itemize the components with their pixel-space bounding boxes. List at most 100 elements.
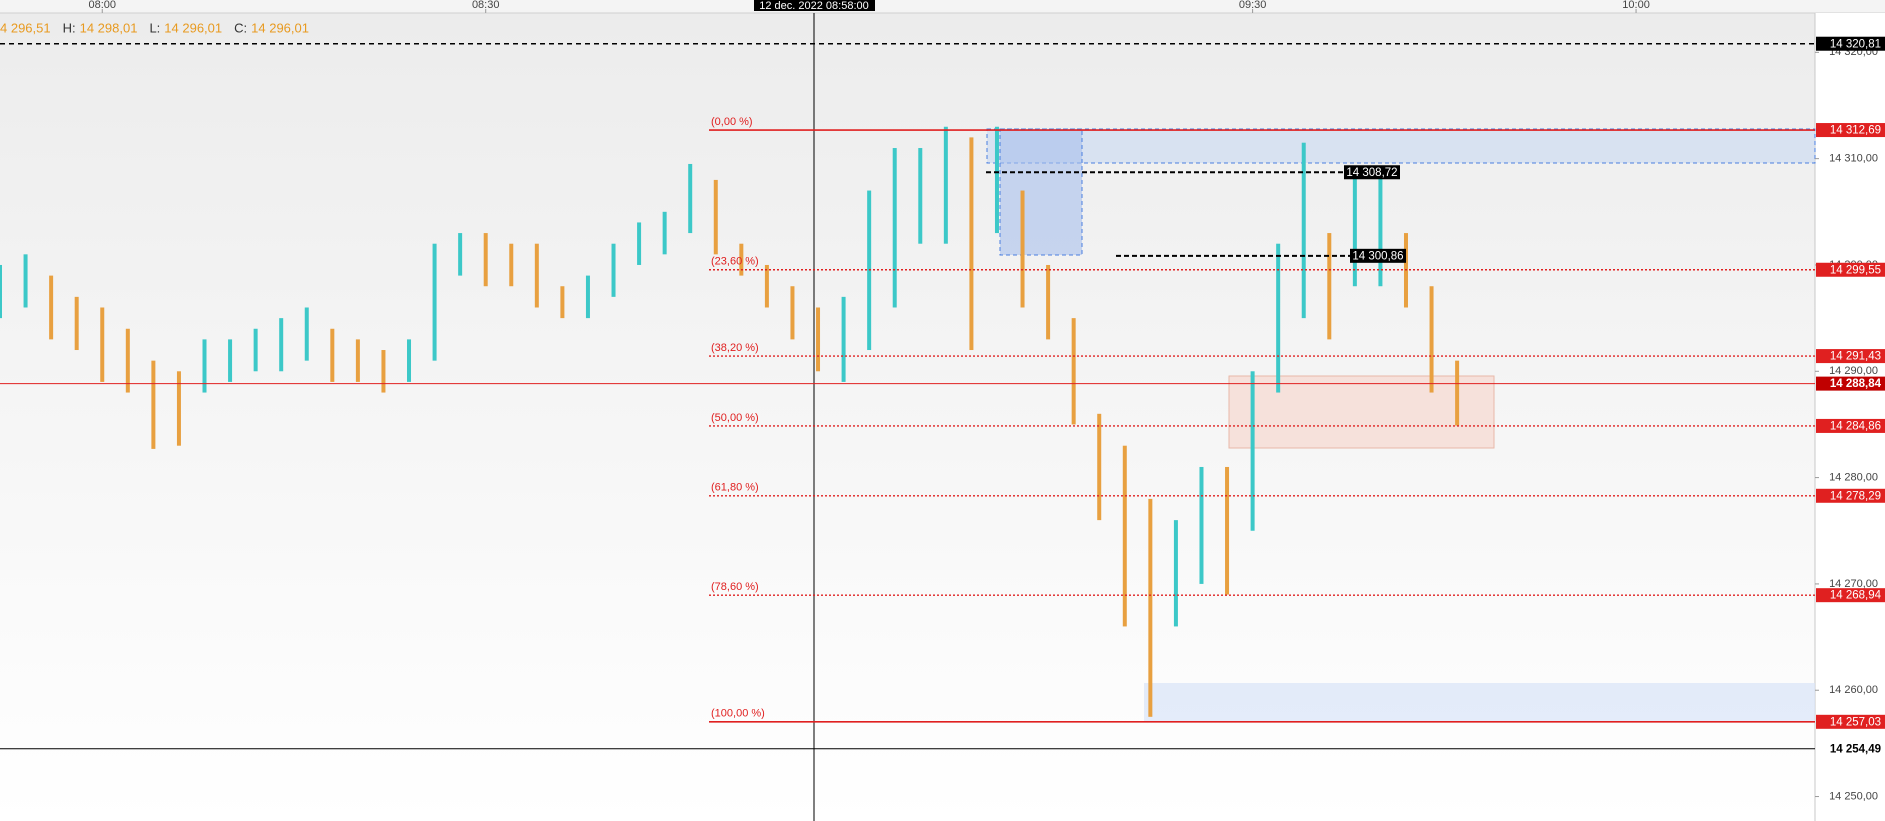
x-tick-label: 08:30 — [472, 0, 500, 11]
price-tag-label: 14 284,86 — [1830, 420, 1881, 432]
price-tag-label: 14 288,84 — [1830, 378, 1882, 390]
header-item: 14 298,01 — [80, 20, 138, 35]
fib-label: (0,00 %) — [711, 116, 753, 128]
price-bar — [1097, 413, 1102, 521]
price-bar — [585, 275, 590, 319]
price-bar — [1046, 264, 1051, 340]
demand-zone — [1228, 375, 1495, 449]
supply-zone — [986, 128, 1816, 164]
price-tag — [1816, 418, 1885, 433]
price-bar — [23, 254, 28, 308]
header-item: 4 296,51 — [0, 20, 51, 35]
price-bar — [1250, 371, 1255, 531]
price-bar — [611, 243, 616, 297]
price-bar — [918, 148, 923, 244]
price-tag — [1816, 376, 1885, 391]
price-tag — [1816, 714, 1885, 729]
price-bar — [1378, 169, 1383, 287]
price-bar — [1352, 169, 1357, 287]
price-tag-label: 14 291,43 — [1830, 351, 1881, 363]
price-bar — [74, 296, 79, 351]
price-tag-label: 14 268,94 — [1830, 590, 1882, 602]
price-bar — [304, 307, 309, 361]
price-tag-label: 14 299,55 — [1830, 264, 1881, 276]
price-bar — [458, 233, 463, 276]
marked-level-label: 14 308,72 — [1346, 167, 1397, 179]
price-bar — [943, 126, 948, 244]
price-bar — [355, 339, 360, 382]
price-bar — [1327, 233, 1332, 340]
marked-level-label: 14 300,86 — [1352, 250, 1403, 262]
price-tag — [1816, 741, 1885, 756]
price-bar — [1455, 360, 1460, 426]
fib-label: (50,00 %) — [711, 412, 759, 424]
price-tag-label: 14 278,29 — [1830, 490, 1881, 502]
price-tag — [1816, 349, 1885, 364]
fib-label: (23,60 %) — [711, 256, 759, 268]
x-tick-label: 09:30 — [1239, 0, 1267, 11]
crosshair-time-box — [754, 0, 875, 11]
crosshair-time: 12 dec. 2022 08:58:00 — [759, 0, 868, 12]
price-bar — [662, 211, 667, 255]
price-bar — [330, 328, 335, 382]
price-bar — [228, 339, 233, 382]
price-bar — [764, 264, 769, 308]
header-item: C: — [234, 20, 247, 35]
price-bar — [994, 126, 999, 234]
price-bar — [816, 307, 821, 372]
price-bar — [1429, 286, 1434, 393]
price-bar — [739, 243, 744, 276]
header-item: L: — [149, 20, 160, 35]
price-bar — [151, 360, 156, 449]
price-axis-panel — [1815, 13, 1885, 821]
price-bar — [534, 243, 539, 308]
price-bar — [0, 264, 2, 319]
time-axis-bar — [0, 0, 1885, 13]
price-bar — [1199, 466, 1204, 584]
price-tag — [1816, 262, 1885, 277]
price-bar — [1071, 318, 1076, 425]
price-bar — [841, 296, 846, 382]
price-bar — [176, 371, 181, 446]
y-tick-label: 14 310,00 — [1829, 153, 1878, 165]
price-bar — [432, 243, 437, 361]
fib-label: (78,60 %) — [711, 581, 759, 593]
low-zone — [1144, 683, 1815, 721]
marked-level-tag — [1344, 165, 1400, 180]
price-bar — [279, 318, 284, 372]
x-tick-label: 08:00 — [88, 0, 116, 11]
price-bar — [483, 233, 488, 287]
y-tick-label: 14 290,00 — [1829, 365, 1878, 377]
price-tag — [1816, 123, 1885, 138]
price-bar — [202, 339, 207, 393]
price-tag-label: 14 257,03 — [1830, 716, 1881, 728]
price-bar — [1276, 243, 1281, 393]
price-tag — [1816, 36, 1885, 51]
price-bar — [892, 148, 897, 308]
x-tick-label: 10:00 — [1622, 0, 1650, 11]
price-bar — [125, 328, 130, 393]
price-tag — [1816, 588, 1885, 603]
price-bar — [688, 163, 693, 234]
price-bar — [407, 339, 412, 382]
price-bar — [509, 243, 514, 287]
header-item: 14 296,01 — [251, 20, 309, 35]
fib-label: (61,80 %) — [711, 482, 759, 494]
marked-level-tag — [1350, 248, 1406, 263]
y-tick-label: 14 280,00 — [1829, 472, 1878, 484]
price-bar — [381, 350, 386, 393]
y-tick-label: 14 250,00 — [1829, 790, 1878, 802]
supply-zone-core — [999, 128, 1083, 256]
price-tag-label: 14 312,69 — [1830, 125, 1881, 137]
price-bar — [790, 286, 795, 340]
price-tag-label: 14 320,81 — [1830, 38, 1881, 50]
price-bar — [637, 222, 642, 265]
price-bar — [1122, 445, 1127, 627]
price-tag-label: 14 254,49 — [1830, 743, 1881, 755]
y-tick-label: 14 270,00 — [1829, 578, 1878, 590]
price-bar — [49, 275, 54, 340]
price-bar — [560, 286, 565, 319]
fib-label: (100,00 %) — [711, 708, 765, 720]
price-tag — [1816, 488, 1885, 503]
